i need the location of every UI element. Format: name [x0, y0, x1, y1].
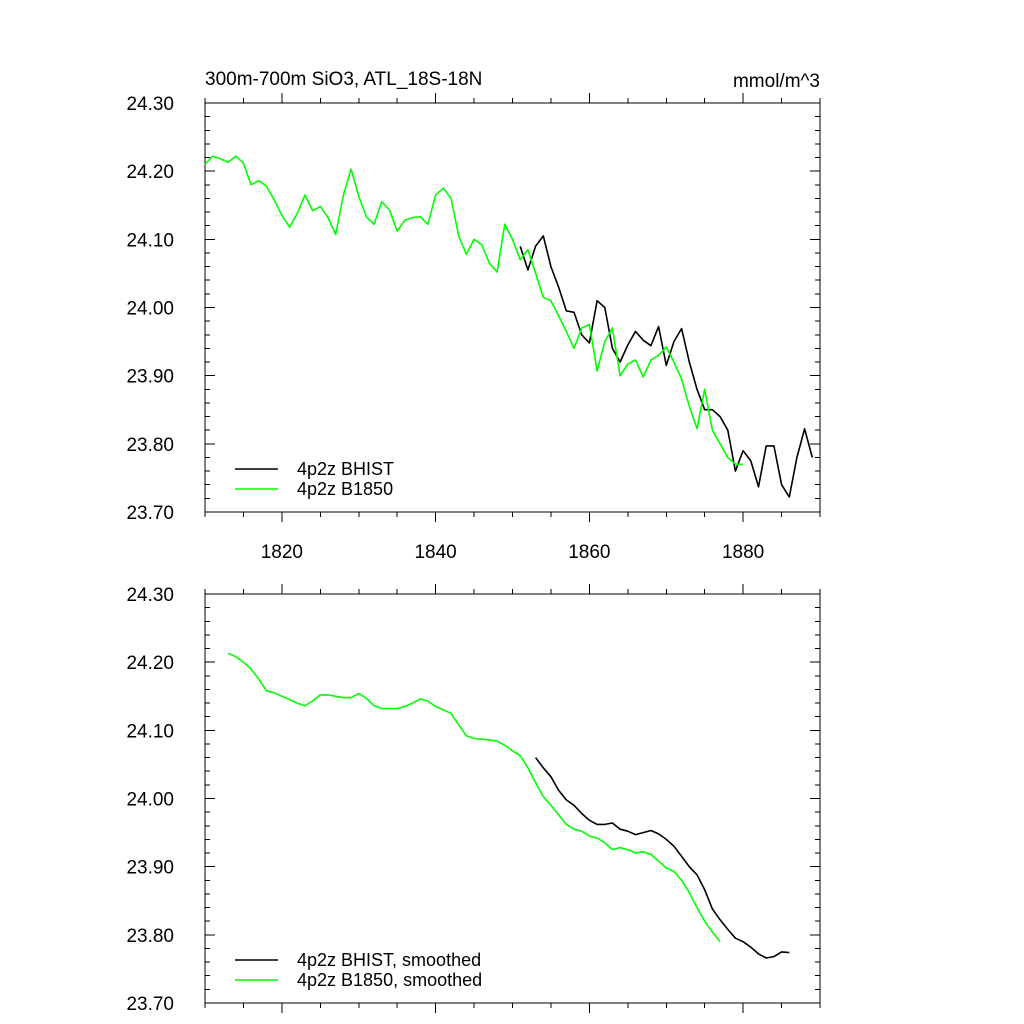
y-tick-label: 23.80	[126, 435, 174, 456]
bottom-panel: 24.30 24.20 24.10 24.00 23.90 23.80 23.70 4p2z …	[126, 584, 821, 1015]
y-tick-label: 23.90	[126, 858, 174, 879]
y-tick-label: 24.10	[126, 721, 174, 742]
y-tick-label: 23.80	[126, 926, 174, 947]
series-line-bhist	[519, 235, 814, 498]
y-tick-label: 24.00	[126, 299, 174, 320]
y-tick-label: 23.90	[126, 367, 174, 388]
chart-title: 300m-700m SiO3, ATL_18S-18N	[205, 69, 482, 90]
series-line-b1850	[227, 652, 721, 943]
series-line-bhist	[534, 757, 790, 959]
y-tick-label: 24.20	[126, 162, 174, 183]
x-tick-label: 1840	[414, 542, 456, 563]
y-tick-label: 23.70	[126, 994, 174, 1015]
y-tick-label: 24.30	[126, 94, 174, 115]
x-tick-label: 1880	[722, 542, 764, 563]
legend-label: 4p2z BHIST	[297, 459, 394, 479]
y-tick-label: 24.10	[126, 230, 174, 251]
x-tick-label: 1860	[568, 542, 610, 563]
plot-frame	[204, 593, 821, 1004]
series-line-b1850	[204, 155, 744, 466]
units-label: mmol/m^3	[733, 71, 820, 92]
top-panel: 24.30 24.20 24.10 24.00 23.90 23.80 23.70 1820 1…	[126, 93, 821, 563]
y-tick-label: 24.30	[126, 585, 174, 606]
x-tick-label: 1820	[261, 542, 303, 563]
legend-label: 4p2z BHIST, smoothed	[297, 950, 481, 970]
legend-label: 4p2z B1850, smoothed	[297, 970, 482, 990]
legend-label: 4p2z B1850	[297, 479, 393, 499]
y-tick-label: 24.20	[126, 653, 174, 674]
plot-frame	[204, 102, 821, 513]
y-tick-label: 23.70	[126, 503, 174, 524]
y-tick-label: 24.00	[126, 790, 174, 811]
